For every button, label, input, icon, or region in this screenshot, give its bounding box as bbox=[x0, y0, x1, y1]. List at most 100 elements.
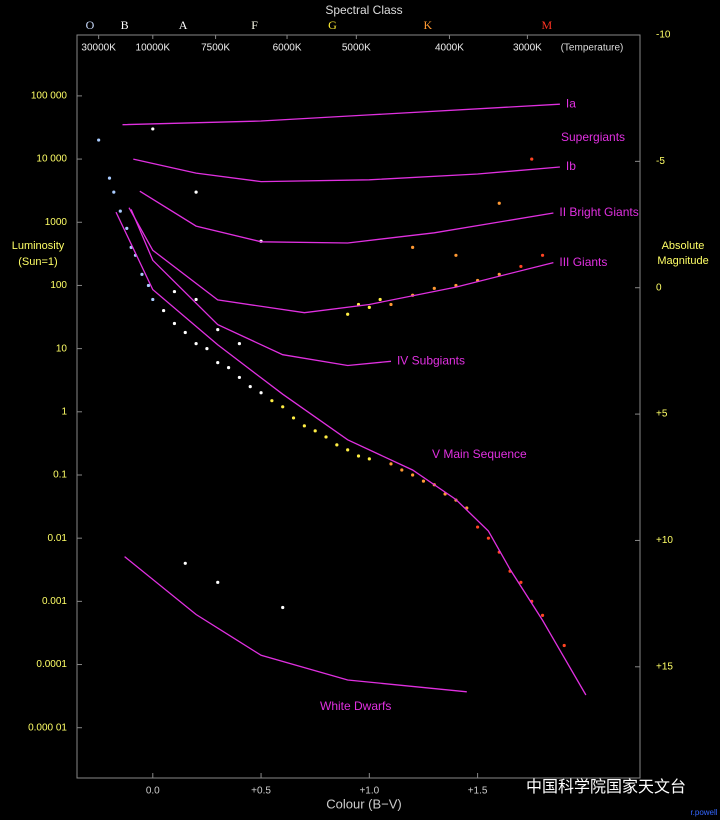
luminosity-class-line bbox=[139, 190, 554, 244]
y-axis-label: (Sun=1) bbox=[18, 256, 57, 268]
star-point bbox=[356, 454, 361, 458]
star-point bbox=[540, 613, 545, 617]
luminosity-class-line bbox=[128, 207, 554, 314]
star-point bbox=[194, 297, 198, 302]
y-tick-label: 100 000 bbox=[31, 91, 68, 102]
star-point bbox=[281, 605, 285, 610]
star-point bbox=[248, 385, 252, 389]
temperature-tick-label: 4000K bbox=[435, 43, 464, 54]
y2-tick-label: +10 bbox=[656, 535, 673, 546]
star-point bbox=[281, 405, 285, 409]
y-tick-label: 1 bbox=[61, 406, 67, 417]
star-point bbox=[389, 302, 393, 307]
luminosity-class-line bbox=[115, 211, 587, 696]
star-point bbox=[140, 272, 144, 276]
star-point bbox=[486, 536, 491, 540]
star-point bbox=[291, 416, 296, 420]
y-tick-label: 0.1 bbox=[53, 470, 67, 481]
spectral-class-label: G bbox=[328, 18, 337, 32]
star-point bbox=[162, 308, 166, 313]
star-point bbox=[172, 289, 177, 294]
star-point bbox=[313, 429, 317, 433]
y2-tick-label: -5 bbox=[656, 156, 665, 167]
star-point bbox=[411, 245, 415, 250]
y-tick-label: 100 bbox=[50, 280, 67, 291]
spectral-class-label: K bbox=[423, 18, 432, 32]
star-point bbox=[475, 525, 480, 529]
star-point bbox=[335, 443, 339, 447]
star-point bbox=[216, 580, 220, 584]
star-point bbox=[497, 201, 501, 205]
star-point bbox=[367, 305, 371, 309]
star-point bbox=[530, 157, 534, 161]
star-point bbox=[172, 321, 177, 326]
temperature-tick-label: 10000K bbox=[136, 43, 171, 54]
star-point bbox=[183, 330, 187, 335]
luminosity-class-line bbox=[133, 158, 560, 183]
star-point bbox=[497, 272, 501, 276]
star-point bbox=[194, 190, 198, 194]
y2-tick-label: -10 bbox=[656, 30, 671, 41]
star-point bbox=[270, 399, 274, 403]
y-tick-label: 10 000 bbox=[36, 154, 67, 165]
plot-frame bbox=[76, 34, 641, 779]
class-label: White Dwarfs bbox=[320, 699, 391, 713]
star-point bbox=[346, 312, 350, 316]
star-point bbox=[411, 473, 415, 477]
y-tick-label: 0.0001 bbox=[36, 659, 67, 670]
watermark: 中国科学院国家天文台 bbox=[526, 778, 686, 796]
x-tick-label: +1.5 bbox=[468, 786, 488, 797]
star-point bbox=[519, 580, 523, 584]
class-label: III Giants bbox=[559, 255, 607, 269]
star-point bbox=[216, 361, 220, 365]
y2-tick-label: 0 bbox=[656, 282, 662, 293]
spectral-class-label: M bbox=[542, 18, 553, 32]
temperature-tick-label: 7500K bbox=[201, 43, 230, 54]
star-point bbox=[259, 391, 263, 395]
annotation: Supergiants bbox=[561, 130, 625, 144]
y-tick-label: 0.001 bbox=[42, 596, 67, 607]
star-point bbox=[562, 643, 566, 648]
spectral-class-label: O bbox=[86, 18, 95, 32]
star-point bbox=[421, 479, 426, 483]
y-axis-label: Luminosity bbox=[12, 240, 65, 252]
star-point bbox=[400, 468, 404, 472]
temperature-tick-label: 3000K bbox=[513, 43, 542, 54]
class-label: II Bright Giants bbox=[559, 205, 638, 219]
y2-tick-label: +15 bbox=[656, 661, 673, 672]
star-point bbox=[432, 286, 436, 290]
star-point bbox=[324, 435, 328, 439]
y2-axis-label: Absolute bbox=[662, 240, 705, 252]
y-tick-label: 0.01 bbox=[48, 533, 68, 544]
temperature-label: (Temperature) bbox=[561, 43, 624, 54]
star-point bbox=[226, 366, 231, 370]
y2-axis-label: Magnitude bbox=[657, 255, 708, 267]
star-point bbox=[205, 347, 209, 351]
star-point bbox=[97, 138, 101, 142]
star-point bbox=[112, 190, 116, 194]
temperature-tick-label: 5000K bbox=[342, 43, 371, 54]
class-label: V Main Sequence bbox=[432, 447, 527, 461]
star-point bbox=[302, 424, 306, 428]
luminosity-class-line bbox=[124, 556, 467, 693]
star-point bbox=[346, 448, 350, 452]
y2-tick-label: +5 bbox=[656, 409, 668, 420]
star-point bbox=[389, 462, 393, 466]
luminosity-class-line bbox=[122, 103, 560, 126]
star-point bbox=[146, 283, 151, 288]
x-axis-label: Colour (B−V) bbox=[326, 796, 402, 811]
star-point bbox=[519, 264, 523, 269]
star-point bbox=[367, 457, 371, 461]
credit: r.powell bbox=[690, 808, 717, 817]
star-point bbox=[378, 297, 382, 302]
y-tick-label: 10 bbox=[56, 343, 68, 354]
star-point bbox=[454, 253, 458, 257]
class-label: Ib bbox=[566, 159, 576, 173]
x-tick-label: 0.0 bbox=[146, 786, 160, 797]
star-point bbox=[237, 342, 242, 346]
x-tick-label: +1.0 bbox=[359, 786, 379, 797]
star-point bbox=[237, 375, 242, 380]
spectral-class-label: A bbox=[179, 18, 188, 32]
